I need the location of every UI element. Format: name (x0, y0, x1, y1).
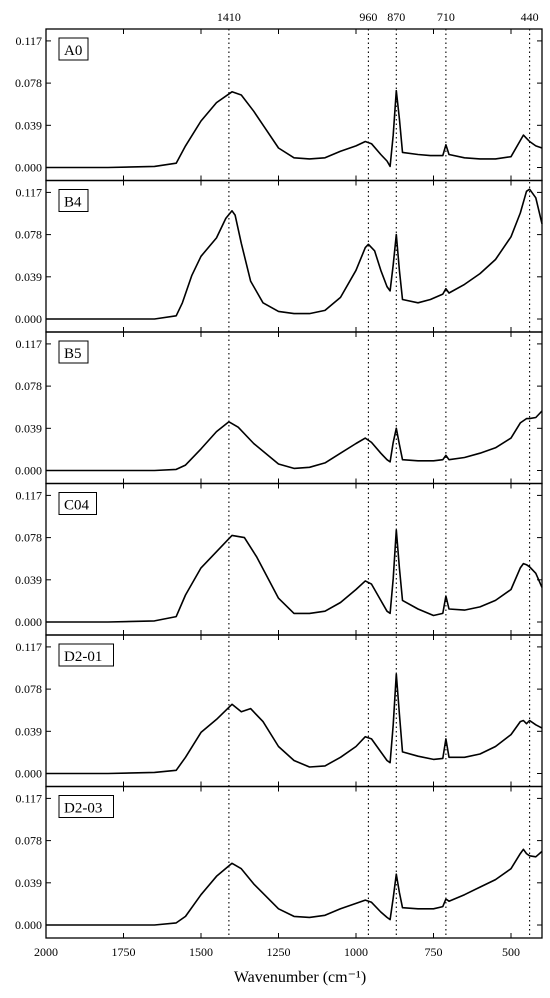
y-tick-label: 0.000 (15, 312, 42, 326)
panel-a0: 0.000 0.039 0.078 0.117 A0 (15, 28, 543, 182)
y-tick-label: 0.039 (15, 573, 42, 587)
y-tick-label: 0.000 (15, 464, 42, 478)
x-tick-label: 1500 (189, 945, 213, 959)
y-tick-label: 0.078 (15, 682, 42, 696)
reference-label-960: 960 (359, 10, 377, 24)
panel-b5: 0.000 0.039 0.078 0.117 B5 (15, 331, 543, 485)
panels-layer: 0.000 0.039 0.078 0.117 A0 0.000 0.039 0.078 0.1… (15, 28, 543, 939)
spectrum-line-d2-03 (46, 848, 543, 926)
panel-label-box (58, 492, 97, 515)
x-tick-label: 1250 (267, 945, 291, 959)
reference-label-1410: 1410 (217, 10, 241, 24)
x-tick-label: 1000 (344, 945, 368, 959)
panel-frame (45, 785, 543, 939)
y-tick-label: 0.117 (15, 488, 42, 502)
y-tick-label: 0.000 (15, 161, 42, 175)
panel-label: A0 (64, 43, 82, 59)
x-tick-label: 750 (425, 945, 443, 959)
panel-label: C04 (64, 498, 90, 514)
y-tick-label: 0.078 (15, 228, 42, 242)
panel-frame (45, 331, 543, 485)
y-tick-label: 0.078 (15, 834, 42, 848)
y-tick-label: 0.039 (15, 270, 42, 284)
spectrum-line-d2-01 (46, 673, 543, 775)
panel-label-box (58, 340, 89, 364)
y-tick-label: 0.000 (15, 615, 42, 629)
y-tick-label: 0.039 (15, 118, 42, 132)
reference-label-440: 440 (521, 10, 539, 24)
panel-label: B5 (64, 346, 82, 362)
spectrum-line-a0 (46, 89, 543, 169)
panel-label: D2-03 (64, 801, 102, 817)
panel-label-box (58, 189, 89, 212)
x-axis-layer: 2000 1750 1500 1250 1000 750 500 (34, 945, 520, 959)
y-tick-label: 0.117 (15, 337, 42, 351)
panel-d2-03: 0.000 0.039 0.078 0.117 D2-03 (15, 785, 543, 939)
spectrum-line-b4 (46, 188, 543, 320)
panel-label: D2-01 (64, 649, 102, 665)
y-tick-label: 0.000 (15, 918, 42, 932)
x-axis-label: Wavenumber (cm⁻¹) (234, 969, 366, 986)
y-tick-label: 0.039 (15, 421, 42, 435)
y-tick-label: 0.000 (15, 767, 42, 781)
reference-label-870: 870 (387, 10, 405, 24)
y-tick-label: 0.078 (15, 76, 42, 90)
panel-c04: 0.000 0.039 0.078 0.117 C04 (15, 482, 543, 636)
panel-label-box (58, 37, 89, 61)
y-tick-label: 0.117 (15, 34, 42, 48)
spectrum-line-b5 (46, 410, 543, 472)
x-tick-label: 2000 (34, 945, 58, 959)
reference-lines-layer: 1410 960 870 710 440 (217, 10, 539, 938)
panel-frame (45, 179, 543, 333)
y-tick-label: 0.117 (15, 791, 42, 805)
x-tick-label: 1750 (112, 945, 136, 959)
reference-label-710: 710 (437, 10, 455, 24)
panel-frame (45, 482, 543, 636)
y-tick-label: 0.078 (15, 531, 42, 545)
y-tick-label: 0.117 (15, 640, 42, 654)
panel-label-box (58, 643, 114, 667)
panel-label: B4 (64, 195, 82, 211)
y-tick-label: 0.078 (15, 379, 42, 393)
panel-frame (45, 634, 543, 788)
panel-label-box (58, 795, 114, 818)
y-tick-label: 0.117 (15, 185, 42, 199)
y-tick-label: 0.039 (15, 876, 42, 890)
panel-d2-01: 0.000 0.039 0.078 0.117 D2-01 (15, 634, 543, 788)
x-tick-label: 500 (502, 945, 520, 959)
spectrum-line-c04 (46, 529, 543, 623)
y-tick-label: 0.039 (15, 724, 42, 738)
panel-b4: 0.000 0.039 0.078 0.117 B4 (15, 179, 543, 333)
